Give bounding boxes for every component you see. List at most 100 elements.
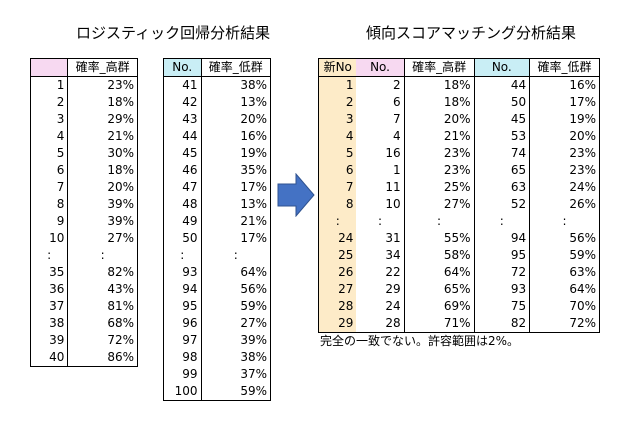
table-row: 1 2 18% 44 16% [318,76,600,94]
table-cell: 28 [356,315,405,333]
table-cell: : [318,213,357,230]
table-cell: 82 [474,315,531,333]
table-row: 44 16% [163,128,271,145]
table-cell: 58% [404,247,475,264]
table-cell: 1 [356,162,405,179]
table-row: 6 18% [30,162,138,179]
table-cell: 27% [404,196,475,213]
table-cell: 5 [30,145,69,162]
table-row: 35 82% [30,264,138,281]
right-arrow-icon [277,173,315,217]
table-cell: 3 [318,111,357,128]
table-cell: 19% [569,112,596,126]
table-cell: 94 [474,230,531,247]
table-row: 6 1 23% 65 23% [318,162,600,179]
table-cell: 53 [474,128,531,145]
table-cell: 10 [356,196,405,213]
table3-header-prob-low: 確率_低群 [529,58,600,77]
table-cell: 75 [474,298,531,315]
table-row: ::::: [318,213,600,230]
table-cell: 26% [569,197,596,211]
table-cell: 23% [404,162,475,179]
table-cell: 19% [240,146,267,160]
logistic-title: ロジスティック回帰分析結果 [76,24,271,42]
table-row: 7 20% [30,179,138,196]
table-cell: 35% [240,163,267,177]
table-cell: 17% [240,231,267,245]
table-cell: : [233,248,238,262]
table-cell: 69% [404,298,475,315]
table-cell: 20% [404,111,475,128]
table-cell: 27 [318,281,357,298]
table-cell: 18% [404,76,475,94]
table-cell: 59% [569,248,596,262]
table-cell: 39 [30,332,69,349]
table-row: 38 68% [30,315,138,332]
table-cell: 6 [356,94,405,111]
table-cell: : [356,213,405,230]
table-cell: 7 [356,111,405,128]
table-cell: 39% [107,197,134,211]
table-row: 48 13% [163,196,271,213]
table-cell: 25 [318,247,357,264]
table-cell: 18% [404,94,475,111]
table-cell: 43 [163,111,202,128]
table-cell: 20% [107,180,134,194]
table-cell: 6 [30,162,69,179]
table-cell: 9 [30,213,69,230]
table-cell: 17% [240,180,267,194]
table-cell: 17% [569,95,596,109]
table-cell: 22 [356,264,405,281]
table-row: 4 21% [30,128,138,145]
table-cell: 72 [474,264,531,281]
table3-header-new-no: 新No [318,58,357,77]
table-cell: 38% [240,78,267,92]
table-cell: 52 [474,196,531,213]
table-row: 8 39% [30,196,138,213]
table-cell: 23% [404,145,475,162]
table-cell: 40 [30,349,69,367]
table-cell: 72% [569,316,596,330]
table-cell: 20% [240,112,267,126]
table-cell: 24 [318,230,357,247]
table-row: 46 35% [163,162,271,179]
table-row: 47 17% [163,179,271,196]
table-row: 43 20% [163,111,271,128]
table-cell: : [404,213,475,230]
table-row: 5 30% [30,145,138,162]
table-row: 40 86% [30,349,138,367]
table-cell: 64% [569,282,596,296]
table-cell: 93 [474,281,531,298]
table-cell: 95 [474,247,531,264]
table-row: 49 21% [163,213,271,230]
table-row: 24 31 55% 94 56% [318,230,600,247]
table-row: 41 38% [163,76,271,94]
table-cell: 45 [474,111,531,128]
table-cell: 64% [240,265,267,279]
table-cell: 93 [163,264,202,281]
table-cell: 16% [240,129,267,143]
table-cell: 11 [356,179,405,196]
table-row: 97 39% [163,332,271,349]
table-cell: 50 [474,94,531,111]
table-cell: 38 [30,315,69,332]
table-row: 42 13% [163,94,271,111]
table1-header-prob-high: 確率_高群 [67,58,138,77]
table-cell: : [474,213,531,230]
table-row: 26 22 64% 72 63% [318,264,600,281]
table-cell: 50 [163,230,202,247]
logistic-high-table: 確率_高群 1 23% 2 18% 3 29% 4 21% 5 30% 6 18% 7 20% 8 39% 9 3… [30,58,138,367]
table-row: :: [163,247,271,264]
table-row: 45 19% [163,145,271,162]
table-cell: 55% [404,230,475,247]
table-cell: 56% [569,231,596,245]
table-row: 36 43% [30,281,138,298]
table-cell: 94 [163,281,202,298]
table-cell: 71% [404,315,475,333]
table-cell: 2 [356,76,405,94]
table-cell: 37 [30,298,69,315]
table-cell: 6 [318,162,357,179]
table-row: 50 17% [163,230,271,247]
table-cell: 98 [163,349,202,366]
table-cell: 63% [569,265,596,279]
